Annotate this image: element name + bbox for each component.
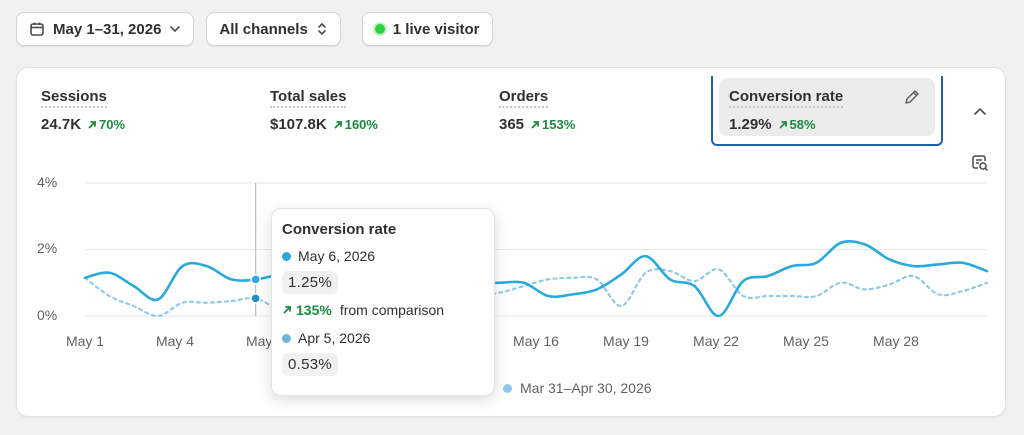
- calendar-icon: [30, 22, 44, 36]
- x-tick-label: May 19: [603, 333, 649, 349]
- metric-tab-sessions[interactable]: Sessions 24.7K 70%: [41, 88, 125, 133]
- data-table-search-icon[interactable]: [971, 154, 989, 172]
- x-tick-label: May 22: [693, 333, 739, 349]
- series-line-current: [83, 240, 989, 318]
- chart-tooltip: Conversion rate May 6, 2026 1.25% 135% f…: [271, 208, 495, 396]
- metric-delta: 58%: [778, 117, 816, 132]
- legend-label: Mar 31–Apr 30, 2026: [520, 380, 652, 396]
- x-tick-label: May 4: [155, 333, 195, 349]
- tooltip-comparison: 135% from comparison: [282, 302, 484, 318]
- arrow-up-right-icon: [778, 120, 787, 129]
- metric-tab-conversion-rate[interactable]: Conversion rate 1.29% 58%: [711, 76, 943, 146]
- metric-tab-highlight: Conversion rate 1.29% 58%: [719, 78, 935, 136]
- x-tick-label: May 25: [783, 333, 829, 349]
- y-tick-label: 4%: [37, 174, 58, 190]
- metric-delta: 70%: [87, 117, 125, 132]
- live-visitor-label: 1 live visitor: [392, 20, 480, 38]
- x-tick-label: May 1: [65, 333, 105, 349]
- chevron-down-icon: [170, 26, 181, 33]
- tooltip-previous-dot: [282, 333, 291, 343]
- x-tick-label: May 16: [513, 333, 559, 349]
- tooltip-previous-value: 0.53%: [282, 353, 339, 376]
- y-tick-label: 0%: [37, 307, 58, 323]
- metric-delta: 160%: [333, 117, 378, 132]
- metric-delta: 153%: [530, 117, 575, 132]
- x-tick-label: May 28: [873, 333, 919, 349]
- analytics-card: Sessions 24.7K 70% Total sales $107.8K 1…: [16, 67, 1006, 417]
- arrow-up-right-icon: [531, 120, 539, 129]
- metric-value: 24.7K: [41, 116, 82, 133]
- arrow-up-right-icon: [88, 120, 96, 129]
- live-status-icon: [374, 24, 385, 34]
- channels-label: All channels: [219, 20, 308, 38]
- tooltip-title: Conversion rate: [282, 221, 397, 238]
- selector-arrows-icon: [317, 22, 326, 36]
- tooltip-current-date: May 6, 2026: [282, 248, 484, 264]
- tooltip-current-dot: [282, 251, 291, 261]
- arrow-up-right-icon: [334, 120, 342, 129]
- legend-dot: [503, 383, 512, 393]
- tooltip-previous-date: Apr 5, 2026: [282, 330, 484, 346]
- metric-label: Orders: [499, 88, 549, 108]
- metric-tab-orders[interactable]: Orders 365 153%: [499, 88, 575, 133]
- metric-label: Sessions: [41, 88, 107, 108]
- live-visitor-button[interactable]: 1 live visitor: [361, 12, 493, 46]
- chart-legend-comparison: Mar 31–Apr 30, 2026: [503, 380, 652, 396]
- metric-value: 1.29%: [729, 116, 772, 133]
- date-range-label: May 1–31, 2026: [53, 20, 162, 38]
- metric-label: Total sales: [270, 88, 347, 108]
- edit-pencil-icon[interactable]: [903, 88, 921, 106]
- channels-select[interactable]: All channels: [206, 12, 341, 46]
- conversion-rate-chart: [83, 182, 989, 318]
- y-tick-label: 2%: [37, 240, 58, 256]
- tooltip-current-value: 1.25%: [282, 271, 339, 294]
- series-line-comparison: [83, 268, 989, 318]
- hover-point: [250, 274, 261, 285]
- hover-point: [250, 293, 261, 304]
- metric-value: $107.8K: [270, 116, 327, 133]
- date-range-picker[interactable]: May 1–31, 2026: [16, 12, 195, 46]
- metric-value: 365: [499, 116, 525, 133]
- chevron-up-icon[interactable]: [972, 104, 988, 120]
- filter-bar: May 1–31, 2026 All channels 1 live visit…: [16, 12, 493, 46]
- metric-label: Conversion rate: [729, 88, 844, 108]
- arrow-up-right-icon: [283, 306, 291, 314]
- metric-tab-total-sales[interactable]: Total sales $107.8K 160%: [270, 88, 378, 133]
